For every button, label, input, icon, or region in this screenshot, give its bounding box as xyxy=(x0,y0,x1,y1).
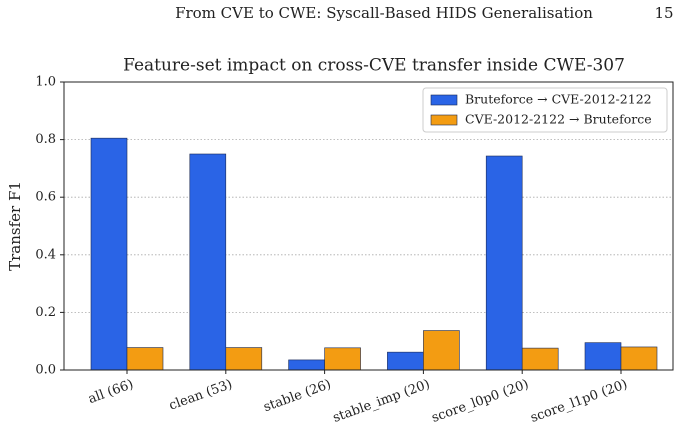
bar xyxy=(225,347,263,371)
legend-label: CVE-2012-2122 → Bruteforce xyxy=(465,112,652,127)
legend-swatch xyxy=(430,114,458,126)
bar xyxy=(423,330,460,371)
x-tick-label: stable_imp (20) xyxy=(331,377,432,426)
x-tick-label: score_l1p0 (20) xyxy=(529,377,630,426)
legend: Bruteforce → CVE-2012-2122 CVE-2012-2122 … xyxy=(422,87,668,133)
running-header: From CVE to CWE: Syscall-Based HIDS Gene… xyxy=(175,4,593,22)
y-tick-label: 0.6 xyxy=(35,190,56,205)
bar xyxy=(620,346,658,371)
x-tick-label: all (66) xyxy=(86,377,135,407)
bar xyxy=(387,351,424,371)
bar xyxy=(90,137,128,371)
bar xyxy=(189,153,227,371)
bar xyxy=(521,347,559,371)
legend-box xyxy=(422,87,668,133)
plot-frame xyxy=(63,81,674,371)
y-tick-label: 1.0 xyxy=(35,75,56,90)
legend-swatch xyxy=(430,94,458,106)
bar xyxy=(485,155,523,371)
bar xyxy=(584,342,622,371)
y-tick-label: 0.2 xyxy=(35,305,56,320)
y-tick-label: 0.0 xyxy=(35,363,56,378)
chart-title: Feature-set impact on cross-CVE transfer… xyxy=(123,56,625,76)
x-tick-label: clean (53) xyxy=(167,377,234,414)
y-tick-label: 0.4 xyxy=(35,247,56,262)
page-number: 15 xyxy=(654,4,673,22)
bar xyxy=(126,347,164,371)
bar xyxy=(324,347,361,371)
legend-label: Bruteforce → CVE-2012-2122 xyxy=(465,92,652,107)
y-axis-label: Transfer F1 xyxy=(6,181,24,271)
bar xyxy=(288,359,325,371)
x-tick-label: score_l0p0 (20) xyxy=(430,377,531,426)
x-tick-label: stable (26) xyxy=(262,377,334,415)
y-tick-label: 0.8 xyxy=(35,132,56,147)
